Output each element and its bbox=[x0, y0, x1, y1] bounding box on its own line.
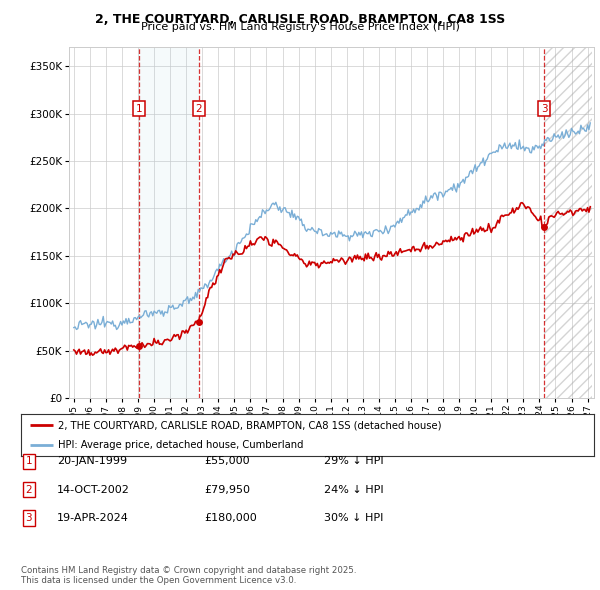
Text: 14-OCT-2002: 14-OCT-2002 bbox=[57, 485, 130, 494]
Bar bbox=[139, 47, 199, 398]
Text: 3: 3 bbox=[541, 104, 547, 114]
Text: Contains HM Land Registry data © Crown copyright and database right 2025.
This d: Contains HM Land Registry data © Crown c… bbox=[21, 566, 356, 585]
Text: 30% ↓ HPI: 30% ↓ HPI bbox=[324, 513, 383, 523]
Bar bbox=[544, 47, 592, 398]
Text: £180,000: £180,000 bbox=[204, 513, 257, 523]
Text: HPI: Average price, detached house, Cumberland: HPI: Average price, detached house, Cumb… bbox=[58, 441, 304, 450]
Text: 1: 1 bbox=[136, 104, 142, 114]
Text: 2, THE COURTYARD, CARLISLE ROAD, BRAMPTON, CA8 1SS (detached house): 2, THE COURTYARD, CARLISLE ROAD, BRAMPTO… bbox=[58, 420, 442, 430]
Text: 29% ↓ HPI: 29% ↓ HPI bbox=[324, 457, 383, 466]
Text: 20-JAN-1999: 20-JAN-1999 bbox=[57, 457, 127, 466]
Text: 2, THE COURTYARD, CARLISLE ROAD, BRAMPTON, CA8 1SS: 2, THE COURTYARD, CARLISLE ROAD, BRAMPTO… bbox=[95, 13, 505, 26]
Text: £55,000: £55,000 bbox=[204, 457, 250, 466]
Text: 19-APR-2024: 19-APR-2024 bbox=[57, 513, 129, 523]
Text: £79,950: £79,950 bbox=[204, 485, 250, 494]
Text: 2: 2 bbox=[196, 104, 202, 114]
Text: 1: 1 bbox=[25, 457, 32, 466]
Bar bbox=[544, 47, 592, 398]
Text: Price paid vs. HM Land Registry's House Price Index (HPI): Price paid vs. HM Land Registry's House … bbox=[140, 22, 460, 32]
Text: 24% ↓ HPI: 24% ↓ HPI bbox=[324, 485, 383, 494]
Text: 3: 3 bbox=[25, 513, 32, 523]
Text: 2: 2 bbox=[25, 485, 32, 494]
